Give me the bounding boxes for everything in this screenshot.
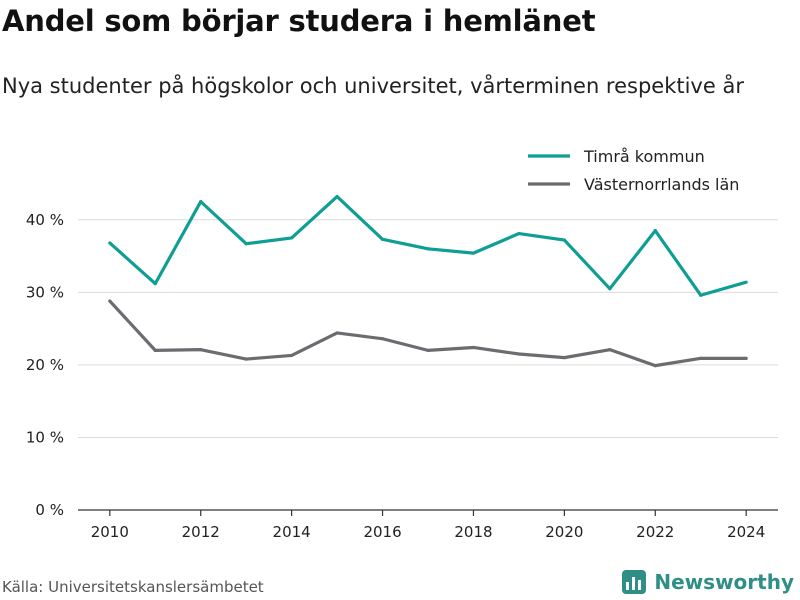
series-1-point xyxy=(380,237,385,241)
brand-name: Newsworthy xyxy=(654,570,794,594)
x-tick-label: 2016 xyxy=(363,523,401,541)
chart-subtitle: Nya studenter på högskolor och universit… xyxy=(2,74,744,98)
x-axis-ticks: 2010 2012 2014 2016 2018 2020 2022 2024 xyxy=(91,510,765,541)
series-2-point xyxy=(244,357,248,361)
series-line-2 xyxy=(108,299,747,368)
legend-label-1: Timrå kommun xyxy=(583,147,705,166)
y-axis-tick-labels: 0 % 10 % 20 % 30 % 40 % xyxy=(26,211,64,519)
series-1-point xyxy=(608,287,612,291)
series-2-point xyxy=(517,352,521,356)
x-tick-label: 2022 xyxy=(636,523,674,541)
chart-title: Andel som börjar studera i hemlänet xyxy=(2,4,596,38)
series-1-point xyxy=(653,229,657,233)
series-2-point xyxy=(108,299,112,303)
series-1-point xyxy=(290,236,294,240)
legend-label-2: Västernorrlands län xyxy=(584,175,739,194)
series-2-point xyxy=(608,348,612,352)
series-2-point xyxy=(562,356,566,360)
x-tick-label: 2018 xyxy=(454,523,492,541)
series-2-point xyxy=(199,348,203,352)
y-tick-label: 30 % xyxy=(26,283,64,301)
series-2-point xyxy=(471,345,476,350)
series-2-point xyxy=(699,356,703,360)
series-1-point xyxy=(244,242,248,246)
y-tick-label: 20 % xyxy=(26,356,64,374)
series-2-point xyxy=(744,356,748,360)
series-1-point xyxy=(199,200,203,204)
series-1-point xyxy=(108,241,112,245)
series-1-point xyxy=(517,231,521,236)
series-2-point xyxy=(653,364,657,368)
series-line-1 xyxy=(108,194,747,297)
newsworthy-logo-icon xyxy=(622,570,647,594)
series-1-point xyxy=(335,194,339,199)
y-tick-label: 40 % xyxy=(26,211,64,229)
x-tick-label: 2010 xyxy=(91,523,129,541)
x-tick-label: 2024 xyxy=(727,523,765,541)
series-1-point xyxy=(471,251,476,255)
legend: Timrå kommun Västernorrlands län xyxy=(528,147,739,194)
series-1-point xyxy=(426,247,430,251)
gridlines xyxy=(78,219,778,438)
series-1-point xyxy=(153,282,157,286)
source-note: Källa: Universitetskanslersämbetet xyxy=(2,578,264,596)
series-2-point xyxy=(335,331,339,335)
series-1-point xyxy=(562,238,566,242)
y-tick-label: 0 % xyxy=(35,501,64,519)
series-2-point xyxy=(153,348,157,352)
series-2-point xyxy=(380,337,385,341)
x-tick-label: 2014 xyxy=(273,523,311,541)
x-tick-label: 2020 xyxy=(545,523,583,541)
y-tick-label: 10 % xyxy=(26,428,64,446)
series-2-point xyxy=(290,353,294,358)
series-lines xyxy=(108,194,748,368)
series-2-point xyxy=(426,348,430,352)
series-1-point xyxy=(699,293,703,297)
x-tick-label: 2012 xyxy=(182,523,220,541)
series-1-point xyxy=(744,280,748,284)
brand-block: Newsworthy xyxy=(622,570,794,594)
